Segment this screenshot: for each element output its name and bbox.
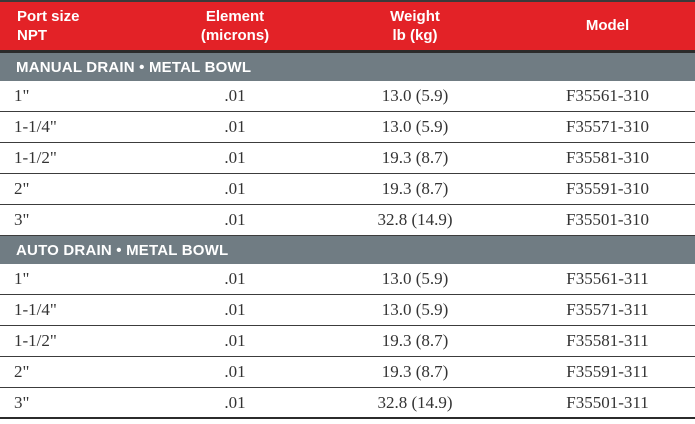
cell-weight: 13.0 (5.9): [381, 300, 449, 319]
section-title: AUTO DRAIN • METAL BOWL: [16, 241, 229, 259]
cell-element-microns: .01: [224, 331, 246, 350]
table-row: 2" .01 19.3 (8.7) F35591-311: [0, 357, 695, 388]
cell-port-size: 1-1/4": [14, 300, 57, 319]
table-row: 1-1/2" .01 19.3 (8.7) F35581-310: [0, 143, 695, 174]
cell-port-size: 1": [14, 86, 30, 105]
column-header-line: Element: [205, 7, 265, 25]
cell-weight: 19.3 (8.7): [381, 179, 449, 198]
column-header-line: Weight: [390, 7, 440, 25]
table-row: 1" .01 13.0 (5.9) F35561-311: [0, 264, 695, 295]
column-header-model: Model: [520, 16, 695, 36]
cell-model: F35571-311: [566, 300, 649, 319]
cell-model: F35561-311: [566, 269, 649, 288]
cell-element-microns: .01: [224, 86, 246, 105]
cell-port-size: 2": [14, 179, 30, 198]
column-header-line: Model: [585, 17, 630, 35]
table-header-row: Port size NPT Element (microns) Weight l…: [0, 2, 695, 53]
table-row: 3" .01 32.8 (14.9) F35501-311: [0, 388, 695, 419]
cell-port-size: 1-1/2": [14, 331, 57, 350]
cell-element-microns: .01: [224, 117, 246, 136]
column-header-line: lb (kg): [392, 27, 438, 44]
cell-weight: 19.3 (8.7): [381, 148, 449, 167]
cell-weight: 19.3 (8.7): [381, 331, 449, 350]
table-row: 3" .01 32.8 (14.9) F35501-310: [0, 205, 695, 236]
column-header-line: NPT: [17, 27, 47, 44]
cell-element-microns: .01: [224, 362, 246, 381]
table-body: MANUAL DRAIN • METAL BOWL 1" .01 13.0 (5…: [0, 53, 695, 419]
cell-model: F35591-311: [566, 362, 649, 381]
cell-weight: 13.0 (5.9): [381, 86, 449, 105]
column-header-line: (microns): [200, 27, 270, 44]
cell-port-size: 1-1/2": [14, 148, 57, 167]
cell-port-size: 3": [14, 210, 30, 229]
cell-element-microns: .01: [224, 392, 246, 412]
cell-model: F35501-310: [565, 210, 650, 229]
cell-weight: 32.8 (14.9): [377, 392, 453, 412]
section-header-bar: MANUAL DRAIN • METAL BOWL: [0, 53, 695, 81]
cell-element-microns: .01: [224, 300, 246, 319]
cell-element-microns: .01: [224, 269, 246, 288]
table-row: 1-1/4" .01 13.0 (5.9) F35571-311: [0, 295, 695, 326]
cell-weight: 13.0 (5.9): [381, 117, 449, 136]
table-row: 1-1/4" .01 13.0 (5.9) F35571-310: [0, 112, 695, 143]
table-row: 2" .01 19.3 (8.7) F35591-310: [0, 174, 695, 205]
cell-element-microns: .01: [224, 148, 246, 167]
column-header-element: Element (microns): [160, 7, 310, 46]
section-title: MANUAL DRAIN • METAL BOWL: [16, 58, 252, 76]
cell-model: F35581-310: [565, 148, 650, 167]
column-header-port-size: Port size NPT: [0, 7, 160, 46]
cell-port-size: 1": [14, 269, 30, 288]
cell-port-size: 3": [14, 392, 30, 412]
cell-model: F35591-310: [565, 179, 650, 198]
cell-model: F35561-310: [565, 86, 650, 105]
cell-element-microns: .01: [224, 210, 246, 229]
cell-model: F35501-311: [566, 392, 649, 412]
section-header-bar: AUTO DRAIN • METAL BOWL: [0, 236, 695, 264]
table-row: 1-1/2" .01 19.3 (8.7) F35581-311: [0, 326, 695, 357]
cell-element-microns: .01: [224, 179, 246, 198]
column-header-weight: Weight lb (kg): [310, 7, 520, 46]
cell-port-size: 2": [14, 362, 30, 381]
table-row: 1" .01 13.0 (5.9) F35561-310: [0, 81, 695, 112]
cell-weight: 19.3 (8.7): [381, 362, 449, 381]
cell-model: F35571-310: [565, 117, 650, 136]
cell-model: F35581-311: [566, 331, 649, 350]
column-header-line: Port size: [17, 7, 80, 25]
cell-port-size: 1-1/4": [14, 117, 57, 136]
cell-weight: 32.8 (14.9): [377, 210, 453, 229]
cell-weight: 13.0 (5.9): [381, 269, 449, 288]
